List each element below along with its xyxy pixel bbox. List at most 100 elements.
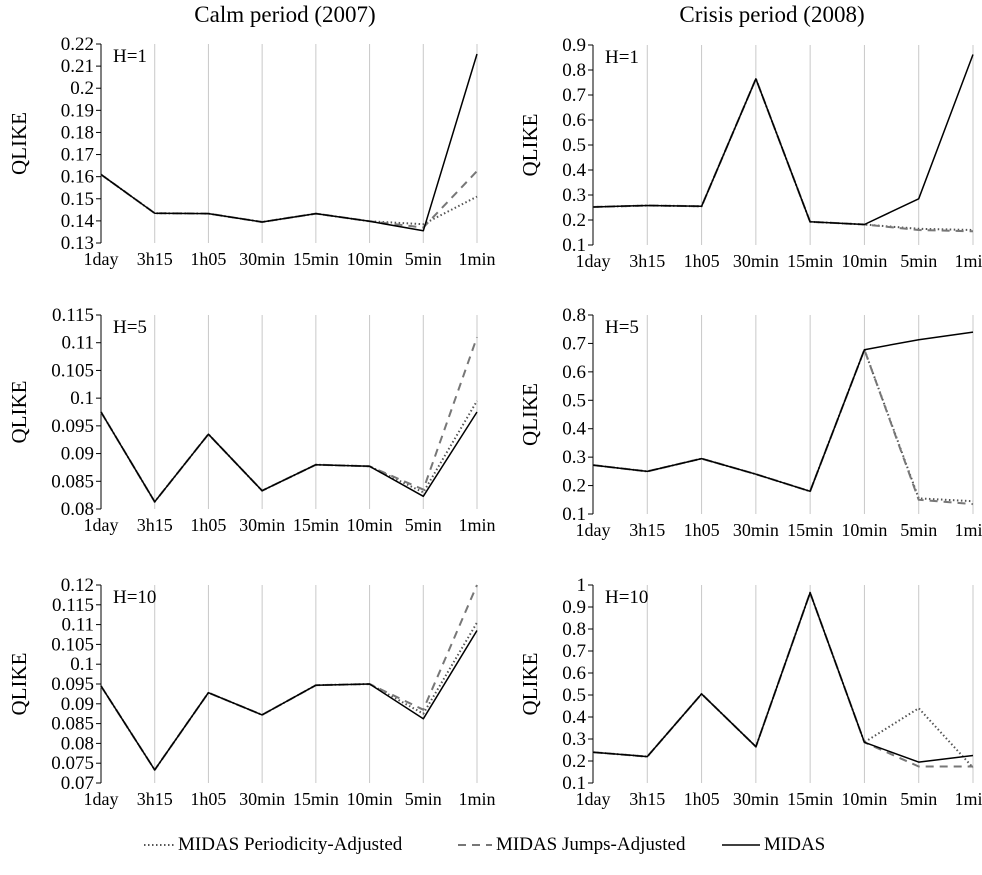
x-tick-label: 1h05 (190, 789, 226, 809)
y-tick-label: 0.15 (61, 189, 94, 210)
legend-item-midas: MIDAS (722, 834, 825, 856)
y-tick-label: 0.6 (562, 663, 586, 684)
x-tick-label: 1min (954, 251, 982, 271)
y-tick-label: 0.13 (61, 233, 94, 254)
series-line-periodicity (592, 348, 974, 503)
x-tick-label: 5min (900, 520, 937, 540)
x-tick-label: 5min (900, 789, 937, 809)
x-tick-label: 15min (787, 251, 833, 271)
y-axis-title: QLIKE (7, 381, 31, 444)
y-tick-label: 0.8 (562, 60, 586, 81)
x-tick-label: 1min (458, 789, 495, 809)
series-line-midas (592, 54, 974, 226)
y-tick-label: 0.7 (562, 85, 586, 106)
x-tick-label: 30min (733, 251, 779, 271)
chart-grid: 0.130.140.150.160.170.180.190.20.210.221… (7, 34, 982, 809)
x-tick-label: 3h15 (629, 251, 665, 271)
x-tick-label: 30min (239, 789, 285, 809)
y-axis-title: QLIKE (518, 383, 542, 446)
panel-annotation: H=1 (605, 47, 639, 68)
y-axis-title: QLIKE (518, 114, 542, 177)
y-tick-label: 0.085 (51, 714, 94, 735)
y-tick-label: 0.11 (61, 333, 94, 354)
x-tick-label: 3h15 (137, 789, 173, 809)
panel-annotation: H=5 (605, 317, 639, 338)
x-tick-label: 10min (841, 789, 887, 809)
x-tick-label: 3h15 (629, 520, 665, 540)
x-tick-label: 10min (347, 249, 393, 269)
column-title-calm: Calm period (2007) (194, 2, 376, 27)
x-tick-label: 5min (405, 789, 442, 809)
x-tick-label: 1day (84, 249, 119, 269)
y-tick-label: 0.09 (61, 694, 94, 715)
legend-swatch-solid (722, 844, 760, 846)
series-line-midas (100, 630, 478, 771)
x-tick-label: 5min (405, 249, 442, 269)
x-tick-label: 1day (84, 515, 119, 535)
y-tick-label: 0.095 (51, 416, 94, 437)
panel-annotation: H=1 (113, 46, 147, 67)
y-tick-label: 0.19 (61, 100, 94, 121)
series-line-periodicity (100, 173, 478, 226)
y-tick-label: 0.075 (51, 753, 94, 774)
y-tick-label: 0.08 (61, 499, 94, 520)
x-tick-label: 15min (293, 789, 339, 809)
y-tick-label: 0.4 (562, 419, 586, 440)
y-tick-label: 0.7 (562, 641, 586, 662)
y-tick-label: 0.18 (61, 122, 94, 143)
x-tick-label: 1h05 (684, 520, 720, 540)
x-tick-label: 30min (239, 249, 285, 269)
y-tick-label: 1 (577, 575, 587, 596)
legend-swatch-dotted (144, 844, 174, 846)
x-tick-label: 1day (576, 251, 611, 271)
y-tick-label: 0.14 (61, 211, 95, 232)
y-tick-label: 0.1 (562, 235, 586, 256)
x-tick-label: 10min (347, 515, 393, 535)
x-tick-label: 10min (347, 789, 393, 809)
legend-label-midas: MIDAS (764, 834, 826, 855)
x-tick-label: 1min (954, 789, 982, 809)
y-tick-label: 0.3 (562, 729, 586, 750)
y-tick-label: 0.115 (52, 305, 94, 326)
y-tick-label: 0.12 (61, 575, 94, 596)
legend-label-periodicity: MIDAS Periodicity-Adjusted (178, 834, 403, 855)
x-tick-label: 15min (787, 789, 833, 809)
y-tick-label: 0.1 (562, 504, 586, 525)
legend-item-periodicity: MIDAS Periodicity-Adjusted (144, 834, 402, 856)
x-tick-label: 1day (576, 520, 611, 540)
panel-annotation: H=10 (113, 587, 156, 608)
y-tick-label: 0.2 (562, 751, 586, 772)
y-tick-label: 0.2 (70, 78, 94, 99)
x-tick-label: 30min (733, 520, 779, 540)
x-tick-label: 1h05 (684, 789, 720, 809)
legend-item-jumps: MIDAS Jumps-Adjusted (458, 834, 685, 856)
y-tick-label: 0.21 (61, 56, 94, 77)
x-tick-label: 1min (458, 515, 495, 535)
y-axis-title: QLIKE (518, 653, 542, 716)
y-tick-label: 0.5 (562, 685, 586, 706)
y-tick-label: 0.115 (52, 595, 94, 616)
y-tick-label: 0.07 (61, 773, 94, 794)
legend: MIDAS Periodicity-Adjusted MIDAS Jumps-A… (0, 834, 982, 868)
x-tick-label: 15min (787, 520, 833, 540)
x-tick-label: 1h05 (684, 251, 720, 271)
y-tick-label: 0.5 (562, 390, 586, 411)
series-line-jumps (592, 591, 973, 768)
x-tick-label: 15min (293, 515, 339, 535)
series-line-jumps (100, 584, 478, 771)
series-line-periodicity (592, 591, 974, 769)
x-tick-label: 1h05 (190, 515, 226, 535)
y-axis-title: QLIKE (7, 112, 31, 175)
y-tick-label: 0.9 (562, 35, 586, 56)
y-tick-label: 0.105 (51, 634, 94, 655)
y-tick-label: 0.3 (562, 447, 586, 468)
legend-swatch-dashed (458, 844, 492, 846)
y-tick-label: 0.1 (562, 773, 586, 794)
x-tick-label: 1min (954, 520, 982, 540)
y-tick-label: 0.5 (562, 135, 586, 156)
x-tick-label: 30min (239, 515, 285, 535)
series-line-midas (592, 331, 974, 493)
x-tick-label: 1day (576, 789, 611, 809)
y-tick-label: 0.105 (51, 360, 94, 381)
y-tick-label: 0.4 (562, 160, 586, 181)
